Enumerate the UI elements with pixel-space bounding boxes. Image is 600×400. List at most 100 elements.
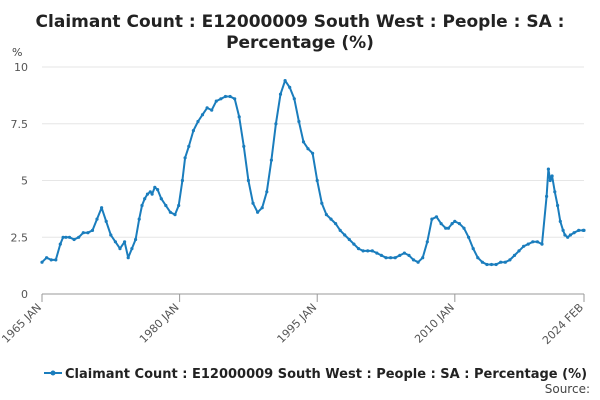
data-point[interactable] — [503, 260, 507, 264]
data-point[interactable] — [561, 228, 565, 232]
data-point[interactable] — [522, 244, 526, 248]
data-point[interactable] — [143, 197, 147, 201]
data-point[interactable] — [577, 228, 581, 232]
data-point[interactable] — [64, 235, 68, 239]
data-point[interactable] — [398, 253, 402, 257]
data-point[interactable] — [86, 231, 90, 235]
data-point[interactable] — [278, 92, 283, 96]
data-point[interactable] — [546, 167, 551, 171]
data-point[interactable] — [274, 122, 278, 126]
data-point[interactable] — [150, 192, 154, 196]
data-point[interactable] — [379, 253, 383, 257]
data-point[interactable] — [439, 222, 443, 226]
data-point[interactable] — [223, 94, 228, 99]
data-point[interactable] — [338, 228, 342, 232]
data-point[interactable] — [450, 222, 454, 226]
data-point[interactable] — [145, 192, 150, 196]
data-point[interactable] — [104, 219, 108, 223]
data-point[interactable] — [480, 260, 484, 264]
data-point[interactable] — [58, 242, 62, 246]
data-point[interactable] — [159, 197, 163, 201]
data-point[interactable] — [407, 253, 411, 257]
data-point[interactable] — [77, 235, 81, 239]
data-point[interactable] — [61, 235, 65, 239]
data-point[interactable] — [485, 262, 489, 267]
data-point[interactable] — [444, 226, 448, 230]
legend[interactable]: Claimant Count : E12000009 South West : … — [44, 367, 587, 382]
data-point[interactable] — [187, 144, 191, 148]
data-point[interactable] — [462, 226, 466, 230]
data-point[interactable] — [366, 249, 370, 253]
data-point[interactable] — [526, 242, 530, 246]
data-point[interactable] — [200, 113, 205, 117]
data-point[interactable] — [425, 240, 429, 244]
data-point[interactable] — [545, 194, 549, 198]
data-point[interactable] — [140, 203, 144, 208]
data-point[interactable] — [512, 253, 517, 257]
data-point[interactable] — [375, 251, 379, 255]
data-point[interactable] — [421, 256, 425, 260]
data-point[interactable] — [233, 97, 237, 101]
data-point[interactable] — [100, 206, 104, 210]
data-point[interactable] — [246, 178, 250, 183]
data-point[interactable] — [553, 190, 557, 194]
data-point[interactable] — [476, 256, 480, 260]
data-point[interactable] — [164, 203, 168, 208]
data-point[interactable] — [260, 206, 264, 210]
data-point[interactable] — [540, 242, 544, 246]
data-point[interactable] — [550, 174, 554, 178]
data-point[interactable] — [384, 256, 388, 260]
data-point[interactable] — [563, 233, 567, 237]
data-point[interactable] — [402, 251, 406, 255]
data-point[interactable] — [196, 119, 200, 124]
data-point[interactable] — [508, 258, 512, 262]
data-point[interactable] — [292, 97, 296, 101]
data-point[interactable] — [434, 215, 439, 219]
data-point[interactable] — [315, 178, 319, 183]
data-point[interactable] — [242, 144, 246, 148]
data-point[interactable] — [320, 201, 324, 205]
data-point[interactable] — [256, 210, 260, 214]
data-point[interactable] — [153, 185, 157, 189]
data-point[interactable] — [347, 237, 351, 242]
data-point[interactable] — [130, 247, 134, 251]
data-point[interactable] — [269, 158, 273, 162]
data-point[interactable] — [283, 79, 287, 83]
data-point[interactable] — [148, 190, 152, 194]
data-point[interactable] — [301, 140, 306, 144]
data-point[interactable] — [535, 240, 540, 244]
data-point[interactable] — [499, 260, 503, 264]
data-point[interactable] — [180, 178, 184, 183]
data-point[interactable] — [81, 231, 85, 235]
data-point[interactable] — [109, 233, 113, 237]
data-point[interactable] — [334, 222, 338, 226]
data-point[interactable] — [113, 240, 117, 244]
data-point[interactable] — [168, 210, 172, 214]
source-label[interactable]: Source: — [545, 382, 590, 396]
data-point[interactable] — [556, 203, 560, 208]
data-point[interactable] — [210, 108, 214, 112]
data-point[interactable] — [311, 151, 315, 155]
data-point[interactable] — [237, 115, 241, 119]
data-point[interactable] — [126, 256, 130, 260]
data-point[interactable] — [205, 106, 209, 110]
data-point[interactable] — [566, 235, 570, 239]
data-point[interactable] — [494, 262, 498, 267]
data-point[interactable] — [191, 129, 195, 133]
data-point[interactable] — [265, 190, 269, 194]
data-point[interactable] — [582, 228, 586, 232]
data-point[interactable] — [489, 262, 494, 267]
data-point[interactable] — [548, 178, 552, 183]
data-point[interactable] — [467, 235, 471, 239]
data-point[interactable] — [558, 219, 562, 223]
data-point[interactable] — [324, 213, 328, 217]
data-point[interactable] — [297, 119, 301, 124]
data-point[interactable] — [118, 247, 122, 251]
data-point[interactable] — [356, 247, 361, 251]
data-point[interactable] — [361, 249, 365, 253]
data-point[interactable] — [329, 217, 333, 221]
data-point[interactable] — [411, 258, 416, 262]
data-point[interactable] — [370, 249, 374, 253]
data-point[interactable] — [219, 97, 223, 101]
data-point[interactable] — [228, 94, 232, 99]
